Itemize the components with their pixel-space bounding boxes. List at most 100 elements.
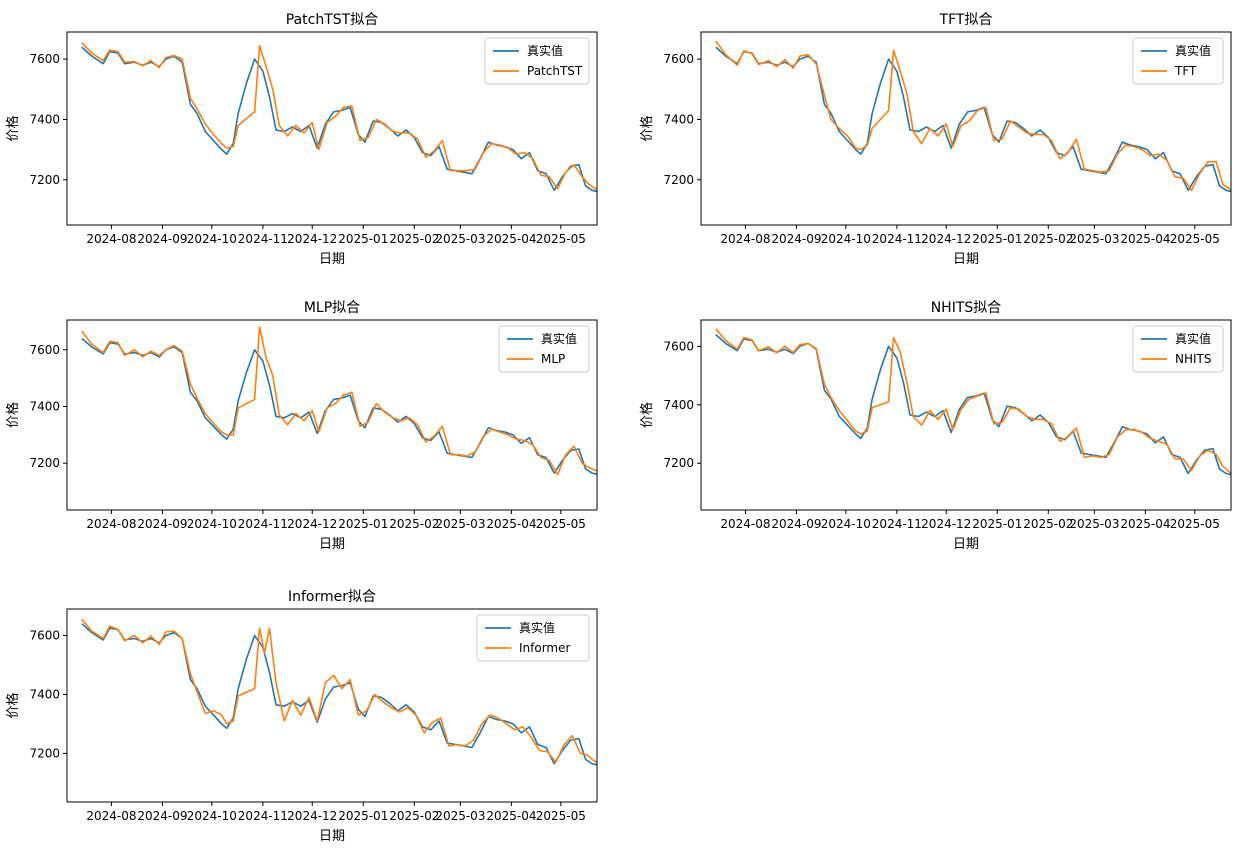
y-axis-label: 价格 (639, 115, 655, 141)
x-tick-label: 2025-01 (338, 232, 388, 246)
x-tick-label: 2025-04 (1120, 517, 1170, 531)
x-tick-label: 2025-02 (1023, 232, 1073, 246)
legend-box (484, 37, 590, 85)
legend-label: 真实值 (541, 331, 577, 346)
legend-box (476, 614, 590, 662)
legend-label: 真实值 (519, 620, 555, 635)
x-tick-label: 2024-10 (821, 232, 871, 246)
x-tick-label: 2024-10 (821, 517, 871, 531)
x-tick-label: 2025-05 (1170, 232, 1220, 246)
x-tick-label: 2024-11 (238, 232, 288, 246)
legend-box (498, 325, 590, 373)
x-tick-label: 2024-11 (238, 809, 288, 823)
x-tick-label: 2025-04 (1120, 232, 1170, 246)
y-tick-label: 7400 (663, 112, 694, 126)
series-line-prediction (81, 42, 597, 190)
chart-title: PatchTST拟合 (286, 12, 378, 28)
x-axis-label: 日期 (319, 829, 345, 844)
x-tick-label: 2024-09 (771, 232, 821, 246)
x-tick-label: 2025-02 (1023, 517, 1073, 531)
legend-label: 真实值 (1175, 43, 1211, 58)
y-axis-label: 价格 (5, 692, 21, 718)
x-tick-label: 2025-02 (389, 517, 439, 531)
legend-box (1132, 325, 1224, 373)
x-tick-label: 2024-11 (872, 232, 922, 246)
y-tick-label: 7400 (663, 398, 694, 412)
series-line-prediction (81, 326, 597, 476)
y-axis-label: 价格 (5, 115, 21, 141)
x-tick-label: 2025-05 (536, 517, 586, 531)
x-tick-label: 2024-08 (86, 809, 136, 823)
x-tick-label: 2024-12 (921, 232, 971, 246)
legend-label: 真实值 (527, 43, 563, 58)
x-tick-label: 2025-01 (972, 517, 1022, 531)
y-axis-label: 价格 (5, 402, 21, 428)
x-tick-label: 2025-03 (435, 809, 485, 823)
x-tick-label: 2025-01 (972, 232, 1022, 246)
axes-frame (66, 608, 598, 803)
x-tick-label: 2025-02 (389, 232, 439, 246)
legend: 真实值 NHITS (1132, 325, 1224, 373)
axes-frame (66, 31, 598, 226)
y-tick-label: 7200 (663, 173, 694, 187)
x-tick-label: 2025-05 (536, 809, 586, 823)
x-tick-label: 2024-09 (137, 232, 187, 246)
x-tick-label: 2024-09 (771, 517, 821, 531)
axes-frame (66, 319, 598, 511)
x-tick-label: 2025-04 (486, 517, 536, 531)
x-tick-label: 2025-03 (1069, 232, 1119, 246)
x-tick-label: 2024-11 (238, 517, 288, 531)
x-axis-label: 日期 (953, 252, 979, 267)
legend-label: Informer (519, 641, 571, 655)
chart-title: Informer拟合 (288, 589, 376, 605)
x-tick-label: 2025-03 (435, 232, 485, 246)
y-tick-label: 7400 (29, 687, 60, 701)
legend-label: NHITS (1175, 352, 1212, 366)
x-tick-label: 2024-08 (86, 517, 136, 531)
x-tick-label: 2024-10 (187, 232, 237, 246)
x-tick-label: 2024-12 (287, 809, 337, 823)
legend-box (1132, 37, 1224, 85)
y-tick-label: 7600 (663, 52, 694, 66)
chart-title: NHITS拟合 (931, 300, 1002, 316)
y-tick-label: 7600 (663, 339, 694, 353)
x-tick-label: 2024-08 (720, 517, 770, 531)
x-tick-label: 2024-10 (187, 517, 237, 531)
y-tick-label: 7600 (29, 343, 60, 357)
axes-frame (700, 319, 1232, 511)
legend: 真实值 TFT (1132, 37, 1224, 85)
axes-frame (700, 31, 1232, 226)
legend-label: TFT (1174, 64, 1197, 78)
x-tick-label: 2024-12 (287, 517, 337, 531)
y-tick-label: 7400 (29, 112, 60, 126)
chart-title: MLP拟合 (304, 300, 360, 316)
series-line-prediction (715, 40, 1231, 192)
x-tick-label: 2024-10 (187, 809, 237, 823)
x-tick-label: 2024-12 (287, 232, 337, 246)
x-tick-label: 2025-03 (1069, 517, 1119, 531)
legend: 真实值 PatchTST (484, 37, 590, 85)
subplot-3: 2024-08 2024-09 2024-10 2024-11 2024-12 2025-… (5, 300, 598, 552)
x-tick-label: 2024-08 (86, 232, 136, 246)
x-axis-label: 日期 (953, 537, 979, 552)
subplot-4: 2024-08 2024-09 2024-10 2024-11 2024-12 2025-… (639, 300, 1232, 552)
x-tick-label: 2024-12 (921, 517, 971, 531)
subplot-2: 2024-08 2024-09 2024-10 2024-11 2024-12 2025-… (639, 12, 1232, 267)
x-tick-label: 2025-01 (338, 809, 388, 823)
chart-title: TFT拟合 (939, 12, 993, 28)
series-line-prediction (715, 328, 1231, 474)
x-tick-label: 2025-05 (1170, 517, 1220, 531)
y-tick-label: 7200 (29, 746, 60, 760)
y-tick-label: 7600 (29, 52, 60, 66)
legend-label: 真实值 (1175, 331, 1211, 346)
x-tick-label: 2025-01 (338, 517, 388, 531)
subplot-5: 2024-08 2024-09 2024-10 2024-11 2024-12 2025-… (5, 589, 598, 844)
y-axis-label: 价格 (639, 402, 655, 428)
series-line-prediction (81, 618, 597, 764)
x-tick-label: 2024-11 (872, 517, 922, 531)
subplot-1: 2024-08 2024-09 2024-10 2024-11 2024-12 2025-… (5, 12, 598, 267)
x-tick-label: 2025-05 (536, 232, 586, 246)
legend-label: MLP (541, 352, 565, 366)
x-tick-label: 2024-09 (137, 517, 187, 531)
y-tick-label: 7400 (29, 399, 60, 413)
